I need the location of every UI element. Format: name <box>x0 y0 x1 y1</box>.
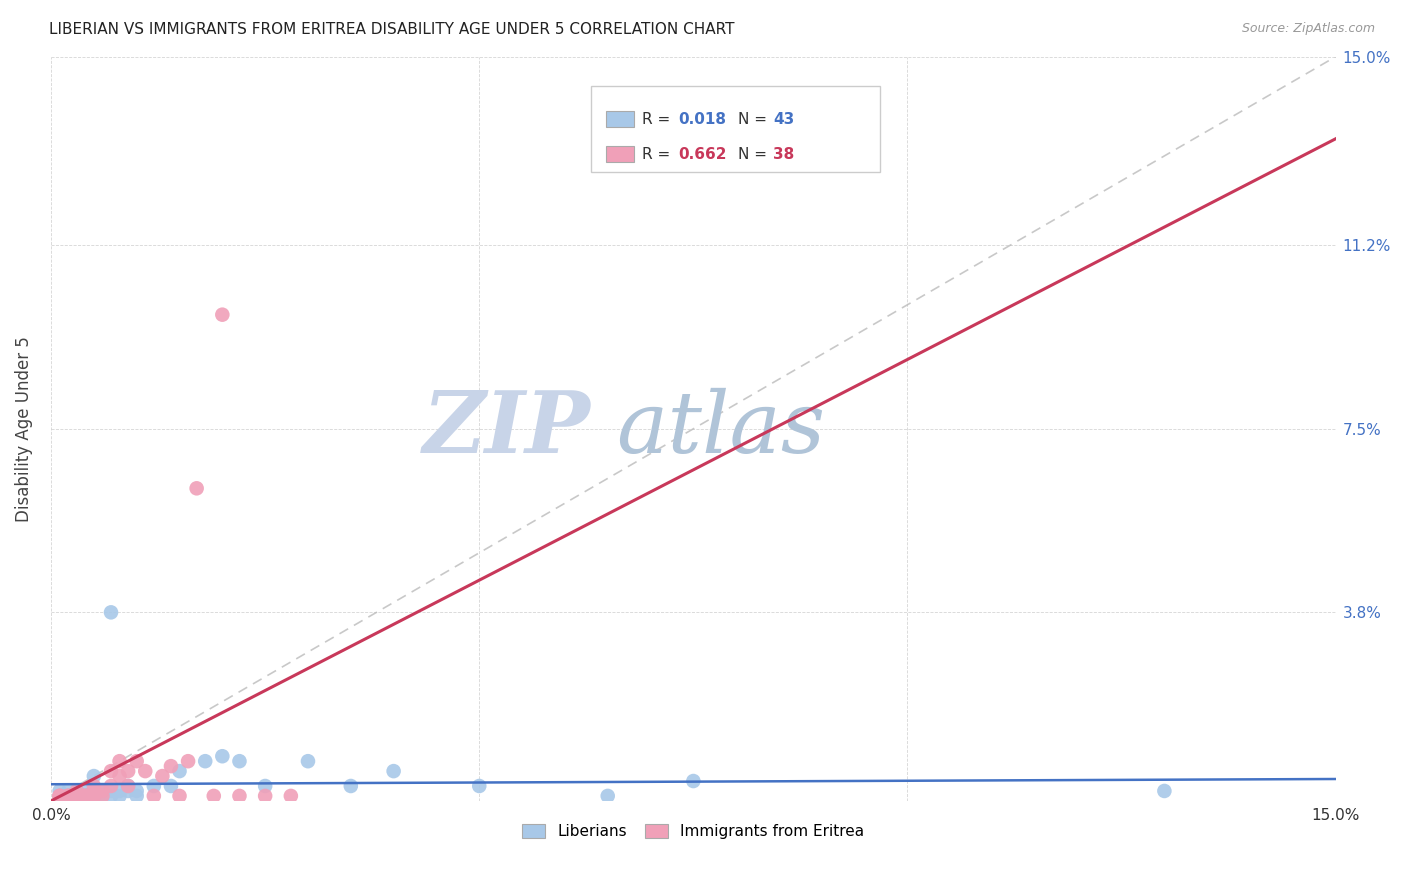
Point <box>177 754 200 768</box>
Point <box>75 789 97 803</box>
Point <box>91 789 114 803</box>
Text: 43: 43 <box>773 112 794 127</box>
Point <box>83 789 105 803</box>
Point <box>340 779 363 793</box>
Point <box>382 764 405 778</box>
Text: R =: R = <box>643 112 675 127</box>
Point <box>83 789 105 803</box>
Point <box>66 789 89 803</box>
Point <box>150 769 173 783</box>
Point <box>75 789 97 803</box>
Point <box>66 784 89 798</box>
Point <box>48 789 70 803</box>
Point <box>66 784 89 798</box>
Point <box>100 784 122 798</box>
Point <box>91 784 114 798</box>
Point <box>83 789 105 803</box>
Point <box>169 764 191 778</box>
Point <box>186 481 208 495</box>
Point <box>66 789 89 803</box>
Point <box>56 789 79 803</box>
Point <box>228 754 250 768</box>
Point <box>211 749 233 764</box>
Point <box>254 779 277 793</box>
Point <box>56 789 79 803</box>
FancyBboxPatch shape <box>591 87 880 172</box>
Point <box>48 789 70 803</box>
Point <box>75 784 97 798</box>
Point <box>142 789 165 803</box>
Point <box>100 605 122 619</box>
Point <box>117 764 139 778</box>
Point <box>228 789 250 803</box>
Point <box>91 789 114 803</box>
Point <box>134 764 156 778</box>
Point <box>100 789 122 803</box>
Point <box>117 779 139 793</box>
Point <box>125 784 148 798</box>
Text: 38: 38 <box>773 146 794 161</box>
Point <box>83 784 105 798</box>
Point <box>280 789 302 803</box>
Point <box>75 789 97 803</box>
Bar <box>606 111 634 128</box>
Point <box>83 769 105 783</box>
Text: 0.018: 0.018 <box>678 112 725 127</box>
Point <box>91 789 114 803</box>
Text: Source: ZipAtlas.com: Source: ZipAtlas.com <box>1241 22 1375 36</box>
Point <box>1153 784 1175 798</box>
Point <box>117 784 139 798</box>
Point <box>108 754 131 768</box>
Point <box>194 754 217 768</box>
Point <box>83 789 105 803</box>
Point <box>160 759 183 773</box>
Point <box>108 784 131 798</box>
Point <box>66 789 89 803</box>
Point <box>160 779 183 793</box>
Text: ZIP: ZIP <box>423 387 591 471</box>
Point <box>125 789 148 803</box>
Point <box>83 784 105 798</box>
Point <box>108 769 131 783</box>
Point <box>91 784 114 798</box>
Point <box>108 789 131 803</box>
Text: LIBERIAN VS IMMIGRANTS FROM ERITREA DISABILITY AGE UNDER 5 CORRELATION CHART: LIBERIAN VS IMMIGRANTS FROM ERITREA DISA… <box>49 22 735 37</box>
Point <box>56 789 79 803</box>
Point <box>100 764 122 778</box>
Point <box>142 779 165 793</box>
Point <box>66 789 89 803</box>
Point <box>56 789 79 803</box>
Point <box>202 789 225 803</box>
Point <box>66 789 89 803</box>
Point <box>100 779 122 793</box>
Point <box>83 789 105 803</box>
Point <box>211 308 233 322</box>
Point <box>48 784 70 798</box>
Point <box>56 784 79 798</box>
Text: N =: N = <box>738 146 772 161</box>
Point <box>75 789 97 803</box>
Text: N =: N = <box>738 112 772 127</box>
Point <box>75 789 97 803</box>
Point <box>297 754 319 768</box>
Point <box>254 789 277 803</box>
Text: 0.662: 0.662 <box>678 146 727 161</box>
Point <box>48 789 70 803</box>
Point <box>48 789 70 803</box>
Point <box>83 779 105 793</box>
Point <box>468 779 491 793</box>
Point <box>125 754 148 768</box>
Bar <box>606 146 634 162</box>
Legend: Liberians, Immigrants from Eritrea: Liberians, Immigrants from Eritrea <box>516 818 870 846</box>
Text: atlas: atlas <box>616 387 825 470</box>
Point <box>596 789 619 803</box>
Point <box>169 789 191 803</box>
Text: R =: R = <box>643 146 675 161</box>
Y-axis label: Disability Age Under 5: Disability Age Under 5 <box>15 336 32 522</box>
Point <box>66 789 89 803</box>
Point <box>682 774 704 789</box>
Point <box>56 789 79 803</box>
Point <box>117 779 139 793</box>
